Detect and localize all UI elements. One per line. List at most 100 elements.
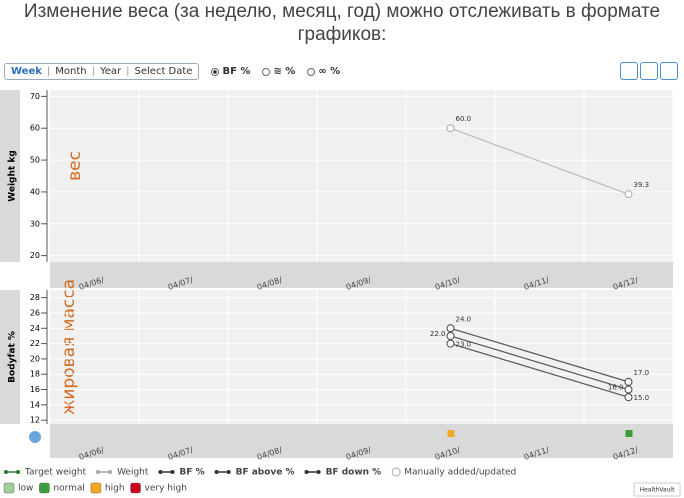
y-tick-label: 16	[30, 385, 40, 394]
legend-label: Target weight	[24, 468, 87, 478]
mode[interactable]: ≋ %	[262, 66, 295, 77]
heading: Изменение веса (за неделю, месяц, год) м…	[23, 1, 661, 45]
series-line	[450, 343, 629, 398]
series-line	[450, 127, 629, 195]
legend-label: BF above %	[236, 468, 295, 478]
legend-dot	[16, 470, 20, 474]
legend-dot	[304, 470, 309, 474]
y-tick-label: 24	[30, 324, 40, 333]
x-tick-label: 04/11/	[523, 445, 551, 462]
period[interactable]: Select Date	[134, 66, 193, 77]
y-axis-title: Weight kg	[8, 150, 18, 202]
x-tick-label: 04/10/	[434, 445, 462, 462]
status-label: normal	[53, 484, 85, 494]
data-point	[446, 339, 455, 348]
series-line	[450, 335, 629, 391]
toolbar: Week | Month | Year | Select Date BF % ≋ % …	[4, 63, 340, 80]
data-point	[624, 385, 633, 394]
legend-label: BF down %	[326, 468, 382, 478]
status-swatch	[3, 482, 15, 494]
mode-label: BF %	[222, 66, 251, 77]
y-label-strip	[0, 290, 20, 424]
data-label: 39.3	[634, 181, 650, 189]
x-tick-label: 04/10/	[434, 275, 462, 292]
x-tick-label: 04/12/	[612, 445, 640, 462]
status-marker	[625, 430, 633, 437]
data-label: 16.0	[608, 384, 624, 392]
data-label: 22.0	[430, 330, 446, 338]
y-tick-label: 12	[30, 416, 40, 425]
icon-button[interactable]	[660, 62, 678, 80]
data-point	[624, 377, 633, 386]
y-tick-label: 28	[30, 293, 40, 302]
y-tick-label: 20	[30, 354, 40, 363]
data-point	[446, 124, 455, 133]
x-tick-label: 04/06/	[78, 445, 106, 462]
mode-label: ∞ %	[318, 66, 341, 77]
y-tick-label: 18	[30, 370, 40, 379]
data-point	[624, 393, 633, 402]
x-tick-label: 04/07/	[167, 275, 195, 292]
y-tick-label: 50	[30, 156, 40, 165]
legend-dot	[96, 470, 101, 474]
legend-dot	[170, 470, 175, 474]
period[interactable]: Year	[99, 66, 122, 77]
plot-area	[50, 90, 673, 262]
y-tick-label: 70	[30, 92, 40, 101]
y-axis-title: Bodyfat %	[8, 331, 18, 383]
annotation: жировая масса	[59, 279, 79, 415]
y-tick-label: 30	[30, 219, 40, 228]
status-swatch	[39, 482, 50, 494]
tool-icons	[620, 62, 678, 80]
x-tick-label: 04/09/	[345, 445, 373, 462]
status-label: low	[18, 484, 33, 494]
legend-dot	[158, 470, 163, 474]
data-label: 24.0	[456, 315, 472, 323]
x-tick-label: 04/08/	[256, 275, 284, 292]
data-label: 23.0	[456, 341, 472, 349]
legend-dot	[108, 470, 113, 474]
legend-dot	[4, 470, 8, 474]
legend-dot	[316, 470, 321, 474]
data-point	[446, 331, 455, 340]
icon-button[interactable]	[620, 62, 638, 80]
info-icon	[29, 431, 41, 443]
status-swatch	[90, 482, 102, 494]
x-tick-label: 04/06/	[78, 275, 106, 292]
data-label: 60.0	[456, 115, 472, 123]
x-label-band	[50, 424, 673, 458]
data-point	[446, 324, 455, 333]
legend-dot	[226, 470, 231, 474]
data-label: 17.0	[634, 369, 650, 377]
legend-label: Weight	[117, 468, 149, 478]
logo: HealthVault	[640, 487, 675, 494]
period-selector: Week | Month | Year | Select Date	[4, 63, 200, 80]
data-label: 15.0	[634, 394, 650, 402]
status-label: very high	[145, 484, 187, 494]
x-tick-label: 04/09/	[345, 275, 373, 292]
y-label-strip	[0, 90, 20, 262]
icon-button[interactable]	[640, 62, 658, 80]
x-tick-label: 04/08/	[256, 445, 284, 462]
series-line	[450, 327, 629, 383]
logo-box	[633, 482, 681, 497]
mode[interactable]: BF %	[211, 66, 250, 77]
legend-manual-icon	[391, 467, 401, 477]
annotation: вес	[65, 151, 85, 181]
mode-label: ≋ %	[273, 66, 296, 77]
legend-label: BF %	[179, 468, 204, 478]
legend-dot	[214, 470, 219, 474]
legend-label: Manually added/updated	[404, 468, 516, 478]
mode[interactable]: ∞ %	[307, 66, 340, 77]
x-tick-label: 04/07/	[167, 445, 195, 462]
y-tick-label: 40	[30, 187, 40, 196]
y-tick-label: 20	[30, 251, 40, 260]
x-label-band	[50, 262, 673, 288]
period[interactable]: Month	[55, 66, 87, 77]
period[interactable]: Week	[11, 66, 42, 77]
y-tick-label: 22	[30, 339, 40, 348]
data-point	[624, 190, 633, 199]
status-label: high	[105, 484, 125, 494]
status-marker	[447, 430, 455, 437]
